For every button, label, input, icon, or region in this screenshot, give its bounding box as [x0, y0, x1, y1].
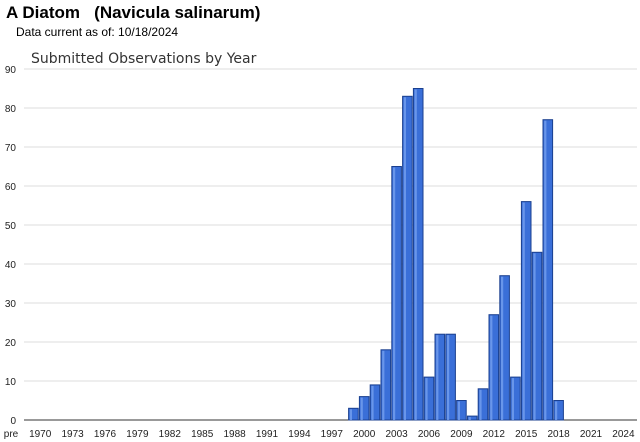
bar-highlight — [349, 409, 352, 420]
x-tick-label: 2000 — [353, 429, 376, 440]
y-tick-label: 0 — [10, 416, 16, 427]
bar-2015[interactable] — [520, 201, 532, 421]
x-tick-label: 1991 — [256, 429, 279, 440]
y-tick-label: 10 — [5, 377, 17, 388]
bar-2005[interactable] — [412, 88, 424, 421]
y-tick-label: 50 — [5, 221, 17, 232]
bar-highlight — [403, 97, 406, 421]
bar-2010[interactable] — [466, 415, 478, 421]
x-tick-label: 1997 — [321, 429, 344, 440]
bar-1999[interactable] — [348, 407, 359, 421]
x-tick-label: 2012 — [483, 429, 506, 440]
bar-2012[interactable] — [488, 314, 500, 421]
y-tick-label: 30 — [5, 299, 17, 310]
x-tick-label: 1982 — [159, 429, 182, 440]
bar-2003[interactable] — [391, 166, 402, 421]
x-tick-label: 1988 — [223, 429, 246, 440]
y-tick-label: 60 — [5, 182, 17, 193]
bar-2007[interactable] — [434, 333, 446, 421]
bar-highlight — [533, 253, 536, 420]
bar-2009[interactable] — [456, 400, 467, 421]
x-tick-label: 2018 — [547, 429, 570, 440]
bar-2018[interactable] — [553, 400, 564, 421]
bar-2002[interactable] — [380, 349, 392, 421]
y-tick-label: 20 — [5, 338, 17, 349]
bar-highlight — [457, 401, 460, 420]
bar-2011[interactable] — [477, 388, 489, 421]
bar-2013[interactable] — [499, 275, 510, 421]
bar-highlight — [468, 417, 471, 420]
bar-highlight — [371, 385, 374, 420]
bar-2000[interactable] — [358, 396, 370, 421]
bar-highlight — [490, 315, 493, 420]
bar-highlight — [522, 202, 525, 420]
bar-2008[interactable] — [445, 333, 456, 421]
x-tick-label: 2024 — [612, 429, 635, 440]
x-tick-label: 2006 — [418, 429, 441, 440]
page-title: A Diatom (Navicula salinarum) — [6, 3, 261, 22]
x-tick-label: 1985 — [191, 429, 214, 440]
bar-2017[interactable] — [542, 119, 554, 421]
x-tick-label: pre — [4, 429, 19, 440]
bar-highlight — [479, 389, 482, 420]
bar-highlight — [360, 397, 363, 420]
bar-highlight — [544, 120, 547, 420]
x-tick-label: 1976 — [94, 429, 117, 440]
bar-highlight — [511, 378, 514, 420]
bar-highlight — [425, 378, 428, 420]
y-tick-label: 90 — [5, 65, 17, 76]
bar-highlight — [382, 350, 385, 420]
bar-2014[interactable] — [510, 376, 521, 421]
bar-highlight — [393, 167, 396, 420]
x-tick-label: 1994 — [288, 429, 311, 440]
x-tick-label: 1973 — [61, 429, 84, 440]
x-tick-label: 1979 — [126, 429, 149, 440]
x-tick-label: 2021 — [580, 429, 603, 440]
data-date-note: Data current as of: 10/18/2024 — [16, 25, 179, 39]
bar-highlight — [447, 335, 450, 420]
bar-highlight — [555, 401, 558, 420]
y-tick-label: 80 — [5, 104, 17, 115]
bar-2006[interactable] — [423, 376, 435, 421]
bar-2001[interactable] — [369, 384, 381, 421]
x-tick-label: 2009 — [450, 429, 473, 440]
x-tick-label: 1970 — [29, 429, 52, 440]
x-tick-label: 2015 — [515, 429, 538, 440]
bar-highlight — [501, 276, 504, 420]
y-tick-label: 40 — [5, 260, 17, 271]
bar-2016[interactable] — [531, 251, 543, 421]
bar-highlight — [436, 335, 439, 420]
y-tick-label: 70 — [5, 143, 17, 154]
bar-highlight — [414, 89, 417, 420]
x-tick-label: 2003 — [385, 429, 408, 440]
chart-title: Submitted Observations by Year — [31, 51, 257, 67]
bar-2004[interactable] — [402, 95, 413, 421]
